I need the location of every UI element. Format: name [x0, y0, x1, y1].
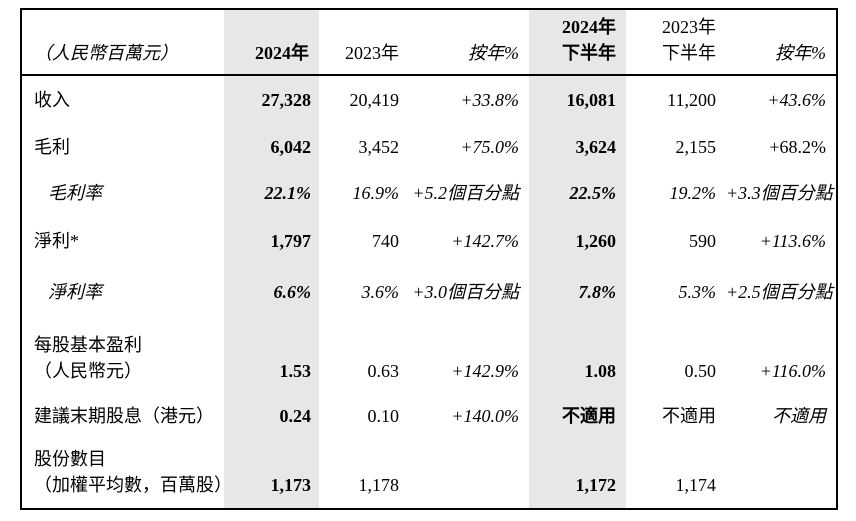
- cell-basic-eps-h2-2023: 0.50: [684, 361, 717, 381]
- cell-gross-profit-h2-yoy: +68.2%: [769, 136, 826, 157]
- cell-gross-margin-h2-yoy: +3.3個百分點: [726, 183, 833, 203]
- table-row-revenue: 收入 27,328 20,419 +33.8% 16,081 11,200 +4…: [21, 75, 837, 123]
- cell-net-margin-h2-yoy: +2.5個百分點: [726, 281, 833, 302]
- table-row-final-dividend: 建議末期股息（港元） 0.24 0.10 +140.0% 不適用 不適用 不適用: [21, 394, 837, 437]
- cell-final-dividend-fy2023: 0.10: [367, 405, 400, 426]
- cell-share-count-fy2024: 1,173: [224, 437, 319, 509]
- cell-net-profit-h2-yoy: +113.6%: [759, 231, 826, 251]
- cell-net-profit-h2-2023: 590: [689, 231, 716, 251]
- table-row-gross-margin: 毛利率 22.1% 16.9% +5.2個百分點 22.5% 19.2% +3.…: [21, 170, 837, 216]
- cell-gross-profit-h2-2023: 2,155: [675, 136, 717, 157]
- cell-revenue-fy2024: 27,328: [224, 75, 319, 123]
- cell-net-profit-h2-2024: 1,260: [529, 216, 626, 266]
- row-label-gross-margin: 毛利率: [48, 183, 102, 203]
- cell-final-dividend-h2-2023: 不適用: [662, 405, 716, 426]
- cell-basic-eps-h2-yoy: +116.0%: [759, 361, 826, 381]
- table-row-net-profit: 淨利* 1,797 740 +142.7% 1,260 590 +113.6%: [21, 216, 837, 266]
- cell-net-profit-fy2024: 1,797: [224, 216, 319, 266]
- table-row-share-count: 股份數目 （加權平均數，百萬股） 1,173 1,178 1,172 1,174: [21, 437, 837, 509]
- cell-gross-profit-yoy: +75.0%: [460, 136, 519, 157]
- cell-revenue-h2-2024: 16,081: [529, 75, 626, 123]
- cell-gross-margin-h2-2023: 19.2%: [669, 183, 717, 203]
- cell-gross-margin-yoy: +5.2個百分點: [412, 183, 519, 203]
- row-label-basic-eps-line1: 每股基本盈利: [34, 335, 142, 355]
- cell-net-profit-yoy: +142.7%: [451, 231, 519, 251]
- cell-final-dividend-yoy: +140.0%: [451, 405, 519, 426]
- row-label-share-count-line2: （加權平均數，百萬股）: [34, 475, 232, 495]
- cell-revenue-h2-yoy: +43.6%: [767, 89, 826, 110]
- cell-gross-margin-fy2024: 22.1%: [224, 170, 319, 216]
- cell-gross-profit-fy2023: 3,452: [358, 136, 400, 157]
- row-label-share-count: 股份數目 （加權平均數，百萬股）: [21, 437, 232, 509]
- cell-basic-eps-h2-2024: 1.08: [529, 317, 626, 394]
- header-row: （人民幣百萬元） 2024年 2023年 按年% 2024年 下半年 2023年…: [21, 9, 837, 76]
- cell-basic-eps-fy2024: 1.53: [224, 317, 319, 394]
- cell-basic-eps-fy2023: 0.63: [367, 361, 400, 381]
- cell-revenue-fy2023: 20,419: [349, 89, 400, 110]
- cell-share-count-fy2023: 1,178: [358, 475, 400, 495]
- table-row-net-margin: 淨利率 6.6% 3.6% +3.0個百分點 7.8% 5.3% +2.5個百分…: [21, 266, 837, 317]
- row-label-basic-eps: 每股基本盈利 （人民幣元）: [21, 317, 224, 394]
- cell-net-margin-h2-2023: 5.3%: [678, 281, 717, 302]
- row-label-share-count-line1: 股份數目: [34, 449, 106, 469]
- table-row-gross-profit: 毛利 6,042 3,452 +75.0% 3,624 2,155 +68.2%: [21, 123, 837, 170]
- cell-basic-eps-yoy: +142.9%: [451, 361, 519, 381]
- cell-gross-margin-h2-2024: 22.5%: [529, 170, 626, 216]
- cell-gross-margin-fy2023: 16.9%: [352, 183, 400, 203]
- row-label-net-profit: 淨利*: [34, 231, 79, 251]
- cell-final-dividend-h2-yoy: 不適用: [772, 405, 826, 426]
- row-label-net-margin: 淨利率: [48, 281, 102, 302]
- col-header-2024-h2-line1: 2024年: [562, 17, 616, 37]
- cell-net-profit-fy2023: 740: [372, 231, 399, 251]
- table-row-basic-eps: 每股基本盈利 （人民幣元） 1.53 0.63 +142.9% 1.08 0.5…: [21, 317, 837, 394]
- cell-share-count-h2-2024: 1,172: [529, 437, 626, 509]
- cell-revenue-h2-2023: 11,200: [667, 89, 716, 110]
- unit-label: （人民幣百萬元）: [21, 9, 224, 76]
- cell-final-dividend-h2-2024: 不適用: [529, 394, 626, 437]
- cell-net-margin-yoy: +3.0個百分點: [412, 281, 519, 302]
- col-header-2023-h2: 2023年 下半年: [626, 9, 726, 76]
- row-label-revenue: 收入: [34, 89, 70, 110]
- row-label-gross-profit: 毛利: [34, 136, 70, 157]
- row-label-final-dividend: 建議末期股息（港元）: [34, 405, 214, 426]
- cell-net-margin-h2-2024: 7.8%: [529, 266, 626, 317]
- cell-gross-profit-fy2024: 6,042: [224, 123, 319, 170]
- cell-share-count-h2-yoy: [726, 437, 837, 509]
- col-header-2023-h2-line1: 2023年: [662, 17, 716, 37]
- cell-final-dividend-fy2024: 0.24: [224, 394, 319, 437]
- financial-highlights-table: （人民幣百萬元） 2024年 2023年 按年% 2024年 下半年 2023年…: [20, 8, 838, 510]
- cell-net-margin-fy2023: 3.6%: [361, 281, 400, 302]
- cell-revenue-yoy: +33.8%: [460, 89, 519, 110]
- col-header-2024-h2-line2: 下半年: [562, 43, 616, 63]
- col-header-yoy-full-year: 按年%: [409, 9, 529, 76]
- col-header-yoy-h2: 按年%: [726, 9, 837, 76]
- cell-net-margin-fy2024: 6.6%: [224, 266, 319, 317]
- row-label-basic-eps-line2: （人民幣元）: [34, 361, 142, 381]
- cell-share-count-h2-2023: 1,174: [675, 475, 717, 495]
- col-header-2024: 2024年: [224, 9, 319, 76]
- col-header-2023: 2023年: [319, 9, 409, 76]
- cell-share-count-yoy: [409, 437, 529, 509]
- col-header-2024-h2: 2024年 下半年: [529, 9, 626, 76]
- cell-gross-profit-h2-2024: 3,624: [529, 123, 626, 170]
- col-header-2023-h2-line2: 下半年: [662, 43, 716, 63]
